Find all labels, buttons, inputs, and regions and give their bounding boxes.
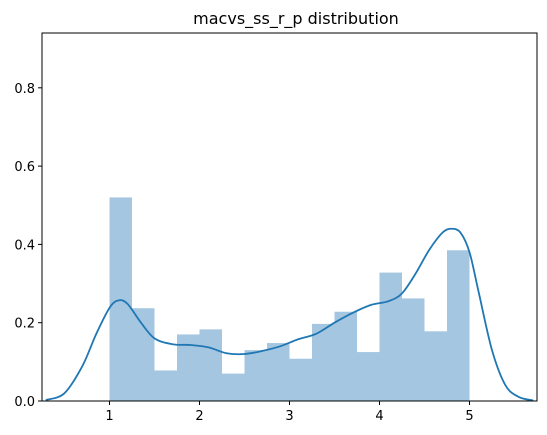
chart-title: macvs_ss_r_p distribution <box>193 9 399 29</box>
x-tick-label: 5 <box>465 409 473 424</box>
histogram-bar <box>267 343 290 401</box>
x-tick-label: 4 <box>375 409 383 424</box>
kde-curve <box>45 227 534 402</box>
x-tick-label: 2 <box>195 409 203 424</box>
histogram-bar <box>379 272 402 401</box>
histogram-bar <box>334 311 357 401</box>
y-tick-label: 0.6 <box>14 160 35 175</box>
histogram-bar <box>222 373 245 401</box>
histogram-bar <box>132 308 155 401</box>
x-tick-label: 1 <box>105 409 113 424</box>
y-tick-label: 0.8 <box>14 82 35 97</box>
histogram-bar <box>312 323 335 401</box>
histogram-bar <box>447 250 470 401</box>
histogram-bar <box>109 197 132 401</box>
histogram-bar <box>357 352 380 401</box>
histogram-bar <box>177 334 200 401</box>
y-tick-label: 0.2 <box>14 317 35 332</box>
histogram-bar <box>199 329 222 401</box>
histogram-bar <box>424 331 447 401</box>
y-tick-label: 0.4 <box>14 238 35 253</box>
histogram-bar <box>154 370 177 401</box>
axes: 1 2 3 4 5 0.0 0.2 0.4 0.6 0.8 <box>14 32 538 424</box>
x-tick-label: 3 <box>285 409 293 424</box>
kde-curve-layer <box>45 227 534 402</box>
histogram-bar <box>402 298 425 401</box>
histogram-bar <box>244 350 267 401</box>
y-tick-label: 0.0 <box>14 395 35 410</box>
histogram-bar <box>289 358 312 401</box>
histogram-bars <box>109 197 470 401</box>
